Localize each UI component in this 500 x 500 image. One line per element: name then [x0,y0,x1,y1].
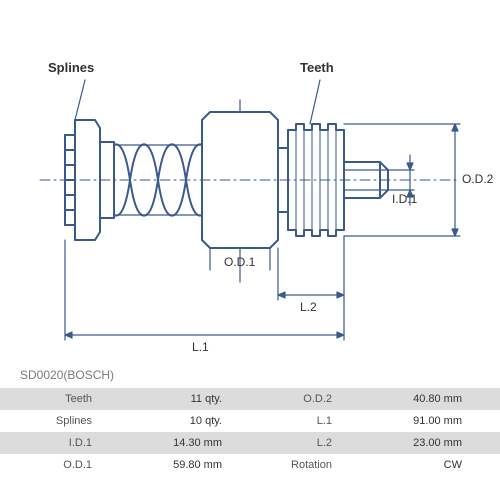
diagram-area: Splines Teeth O.D.1 O.D.2 I.D.1 L.2 L.1 [0,0,500,360]
spec-key: O.D.1 [0,459,100,471]
spec-key: Splines [0,415,100,427]
table-row: I.D.1 14.30 mm L.2 23.00 mm [0,432,500,454]
specs-table: Teeth 11 qty. O.D.2 40.80 mm Splines 10 … [0,388,500,476]
table-row: Teeth 11 qty. O.D.2 40.80 mm [0,388,500,410]
spec-val: 11 qty. [100,393,240,405]
spec-val: 14.30 mm [100,437,240,449]
od2-label: O.D.2 [462,172,493,186]
table-row: O.D.1 59.80 mm Rotation CW [0,454,500,476]
spec-val: CW [340,459,480,471]
spec-key: L.2 [240,437,340,449]
id1-label: I.D.1 [392,192,417,206]
spec-key: Teeth [0,393,100,405]
od1-label: O.D.1 [224,255,255,269]
spec-val: 40.80 mm [340,393,480,405]
table-row: Splines 10 qty. L.1 91.00 mm [0,410,500,432]
splines-label: Splines [48,60,94,75]
spec-key: L.1 [240,415,340,427]
spec-val: 10 qty. [100,415,240,427]
l1-label: L.1 [192,340,209,354]
part-number: SD0020(BOSCH) [20,368,114,382]
spec-key: Rotation [240,459,340,471]
spec-val: 59.80 mm [100,459,240,471]
teeth-label: Teeth [300,60,334,75]
spec-key: O.D.2 [240,393,340,405]
diagram-svg [0,0,500,360]
spec-val: 23.00 mm [340,437,480,449]
spec-key: I.D.1 [0,437,100,449]
spec-val: 91.00 mm [340,415,480,427]
l2-label: L.2 [300,300,317,314]
